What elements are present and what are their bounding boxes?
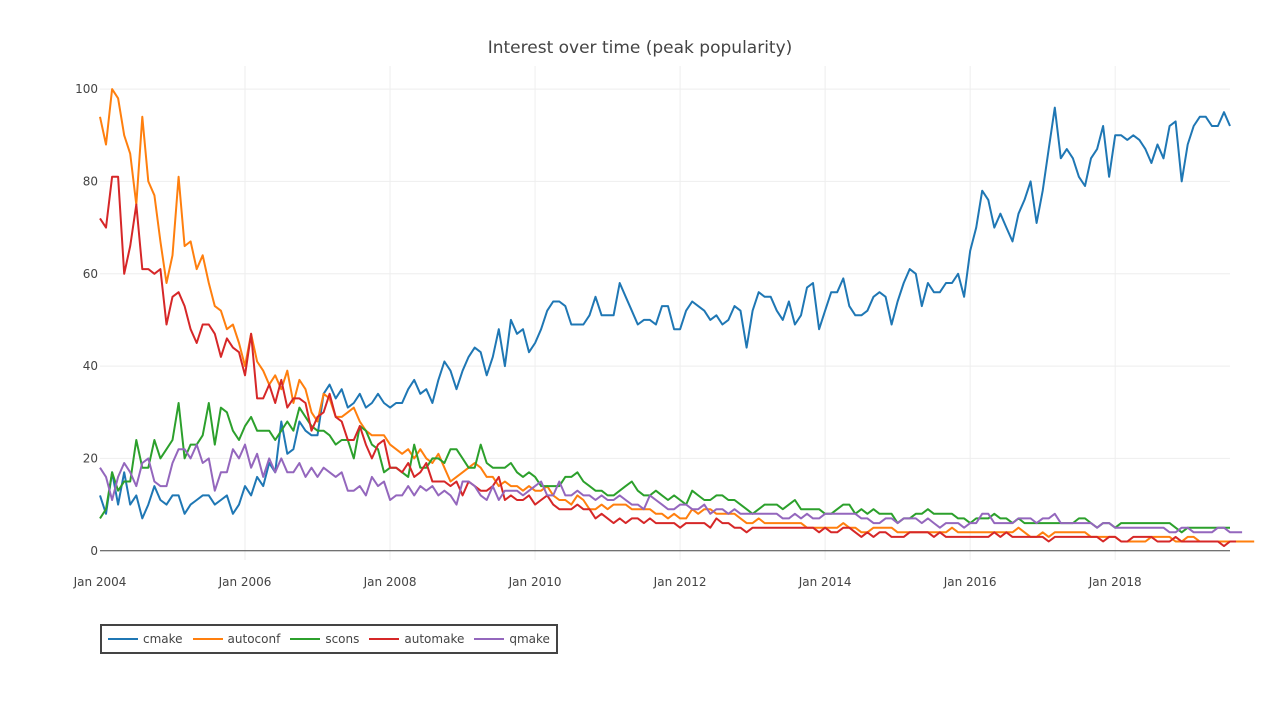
legend-label: scons (325, 632, 360, 646)
legend-swatch (369, 638, 400, 640)
legend-swatch (474, 638, 505, 640)
chart-title: Interest over time (peak popularity) (488, 38, 793, 58)
legend-item-autoconf[interactable]: autoconf (192, 632, 281, 646)
x-tick-label: Jan 2010 (508, 575, 562, 589)
axes: Jan 2004 Jan 2006 Jan 2008 Jan 2010 Jan 2012… (73, 82, 1230, 589)
x-tick-label: Jan 2006 (218, 575, 272, 589)
legend-label: cmake (143, 632, 183, 646)
x-tick-label: Jan 2008 (363, 575, 417, 589)
series-line-qmake (99, 443, 1243, 534)
x-tick-label: Jan 2004 (73, 575, 127, 589)
legend-item-automake[interactable]: automake (369, 632, 464, 646)
legend-item-cmake[interactable]: cmake (108, 632, 183, 646)
legend-label: autoconf (227, 632, 281, 646)
series-line-scons (99, 402, 1230, 534)
y-tick-label: 100 (75, 82, 98, 96)
series-line-automake (99, 175, 1236, 548)
y-tick-label: 20 (83, 451, 98, 465)
x-tick-label: Jan 2014 (798, 575, 852, 589)
grid-lines (100, 66, 1230, 560)
series-line-cmake (99, 106, 1231, 520)
series-line-autoconf (99, 88, 1255, 543)
y-tick-label: 60 (83, 267, 98, 281)
legend-item-qmake[interactable]: qmake (474, 632, 550, 646)
x-tick-label: Jan 2018 (1088, 575, 1142, 589)
legend-item-scons[interactable]: scons (290, 632, 359, 646)
legend-swatch (290, 638, 321, 640)
legend-label: qmake (509, 632, 550, 646)
x-tick-label: Jan 2016 (943, 575, 997, 589)
series-lines (99, 88, 1255, 548)
legend-label: automake (404, 632, 465, 646)
y-tick-label: 40 (83, 359, 98, 373)
y-tick-label: 0 (90, 544, 98, 558)
legend-swatch (192, 638, 223, 640)
x-tick-label: Jan 2012 (653, 575, 707, 589)
y-tick-label: 80 (83, 174, 98, 188)
legend-swatch (108, 638, 138, 640)
chart-legend: cmake autoconf scons automake qmake (100, 624, 558, 654)
